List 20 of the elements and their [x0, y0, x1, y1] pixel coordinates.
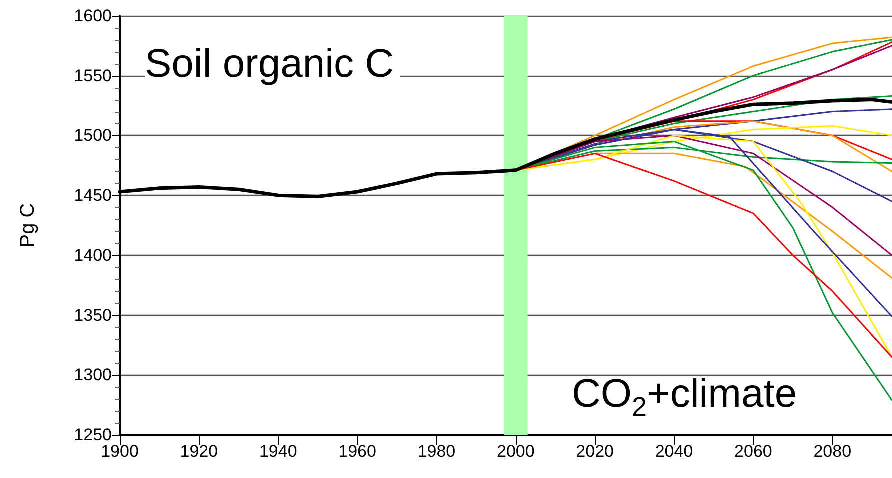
x-tick-label: 2080: [814, 442, 852, 461]
y-tick-label: 1550: [74, 66, 112, 86]
y-axis-title: Pg C: [17, 203, 39, 248]
x-tick-label: 1980: [418, 442, 456, 461]
y-tick-label: 1500: [74, 126, 112, 146]
y-tick-label: 1250: [74, 426, 112, 444]
y-tick-label: 1300: [74, 366, 112, 385]
x-tick-label: 2000: [496, 442, 535, 461]
x-tick-label: 2040: [655, 442, 694, 461]
y-tick-label: 1350: [74, 306, 112, 325]
x-tick-label: 2020: [576, 442, 614, 461]
y-tick-label: 1450: [74, 186, 112, 206]
annotation: Soil organic C: [145, 42, 394, 86]
x-tick-label: 1920: [180, 442, 218, 461]
x-tick-label: 1960: [338, 442, 376, 461]
x-tick-label: 2060: [734, 442, 772, 461]
x-tick-label: 1900: [101, 442, 139, 461]
y-tick-label: 1400: [74, 246, 112, 265]
y-tick-label: 1600: [74, 6, 112, 26]
x-tick-label: 1940: [259, 442, 298, 461]
